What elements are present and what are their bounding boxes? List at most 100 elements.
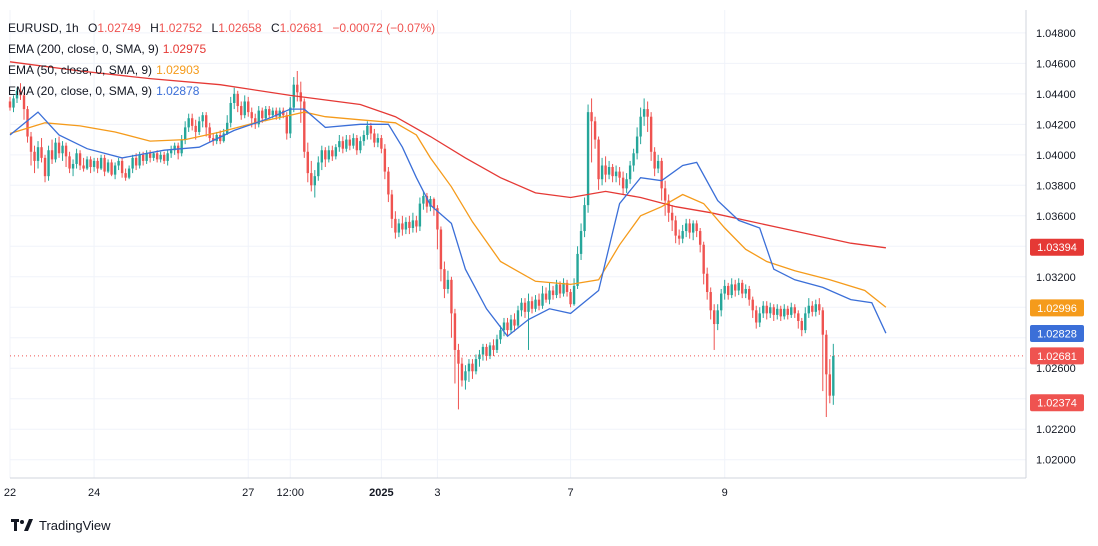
candle-body: [355, 138, 359, 151]
candle-body: [755, 310, 758, 323]
candle-body: [383, 148, 387, 172]
candle-body: [727, 285, 730, 296]
candle-body: [800, 320, 803, 331]
candle-body: [75, 153, 78, 164]
candle-body: [464, 371, 467, 381]
x-tick-label: 7: [567, 487, 573, 499]
candle-body: [194, 125, 197, 132]
candle-body: [120, 160, 124, 174]
candle-body: [611, 167, 614, 177]
candle-body: [422, 195, 425, 204]
candle-body: [40, 147, 43, 158]
candle-body: [758, 313, 761, 323]
candle-body: [495, 339, 499, 350]
candle-body: [387, 171, 390, 195]
candle-body: [530, 301, 534, 309]
candle-body: [723, 285, 726, 294]
y-tick-label: 1.04400: [1036, 89, 1076, 101]
candle-body: [57, 142, 61, 154]
candle-body: [625, 179, 628, 189]
candle-body: [394, 218, 397, 233]
tradingview-brand[interactable]: TradingView: [11, 518, 111, 533]
candle-body: [579, 231, 583, 254]
candle-body: [660, 160, 663, 189]
candle-body: [99, 157, 103, 169]
candle-body: [152, 153, 155, 158]
ema50-price-tag: [1030, 299, 1084, 317]
candle-body: [359, 141, 362, 151]
candle-body: [769, 307, 772, 314]
candle-body: [201, 115, 204, 122]
candle-body: [366, 125, 369, 136]
candle-body: [569, 292, 572, 305]
last-price-tag: [1030, 347, 1084, 365]
ema50-line: [9, 111, 887, 308]
candle-body: [113, 165, 117, 175]
candle-body: [593, 121, 597, 140]
candle-body: [401, 223, 404, 230]
candle-body: [681, 231, 684, 239]
candle-body: [807, 305, 810, 314]
candle-body: [117, 160, 120, 166]
candle-body: [698, 231, 702, 245]
candle-body: [460, 363, 464, 381]
candle-body: [380, 138, 383, 149]
candle-body: [61, 145, 64, 154]
candle-body: [82, 165, 85, 169]
candle-body: [712, 310, 716, 325]
x-tick-label: 22: [4, 487, 16, 499]
candle-body: [334, 147, 338, 157]
candle-body: [457, 349, 460, 364]
ema20-price-tag-label: 1.02828: [1037, 328, 1077, 340]
candle-body: [268, 109, 271, 116]
candle-body: [138, 154, 141, 166]
y-tick-label: 1.02200: [1036, 424, 1076, 436]
candle-body: [632, 153, 635, 166]
candle-body: [509, 319, 513, 331]
candle-body: [183, 127, 187, 140]
candle-body: [604, 165, 607, 175]
candle-body: [467, 363, 471, 372]
candle-body: [145, 153, 148, 161]
candle-body: [317, 162, 320, 177]
candle-body: [190, 118, 194, 126]
ema200-price-tag: [1030, 238, 1084, 256]
candle-body: [43, 157, 47, 177]
candle-body: [639, 116, 642, 137]
candle-body: [92, 160, 96, 168]
candle-body: [734, 284, 737, 291]
candle-body: [828, 374, 832, 396]
candle-body: [453, 313, 457, 350]
candle-body: [12, 98, 15, 108]
candle-body: [341, 141, 345, 149]
candle-body: [187, 118, 190, 128]
candle-body: [264, 109, 267, 119]
candle-body: [327, 150, 331, 160]
y-tick-label: 1.04200: [1036, 119, 1076, 131]
candle-body: [443, 269, 446, 289]
candle-body: [551, 290, 555, 296]
candle-body: [134, 157, 138, 166]
candle-body: [22, 95, 26, 110]
ema200-line: [9, 61, 886, 249]
candle-body: [793, 307, 796, 314]
x-tick-label: 24: [88, 487, 100, 499]
candle-body: [376, 138, 380, 143]
candle-body: [47, 150, 50, 177]
candle-body: [572, 285, 576, 305]
candle-body: [600, 165, 604, 180]
candle-body: [474, 359, 478, 372]
candle-body: [173, 145, 176, 151]
candle-body: [197, 121, 201, 132]
y-tick-label: 1.03200: [1036, 272, 1076, 284]
brand-name: TradingView: [39, 518, 111, 533]
candle-body: [597, 139, 600, 180]
candle-body: [71, 163, 75, 169]
candle-body: [345, 139, 348, 149]
x-tick-label: 12:00: [277, 487, 305, 499]
candle-body: [411, 220, 415, 228]
candle-body: [148, 153, 152, 158]
candle-body: [621, 177, 625, 189]
candle-body: [751, 299, 754, 311]
